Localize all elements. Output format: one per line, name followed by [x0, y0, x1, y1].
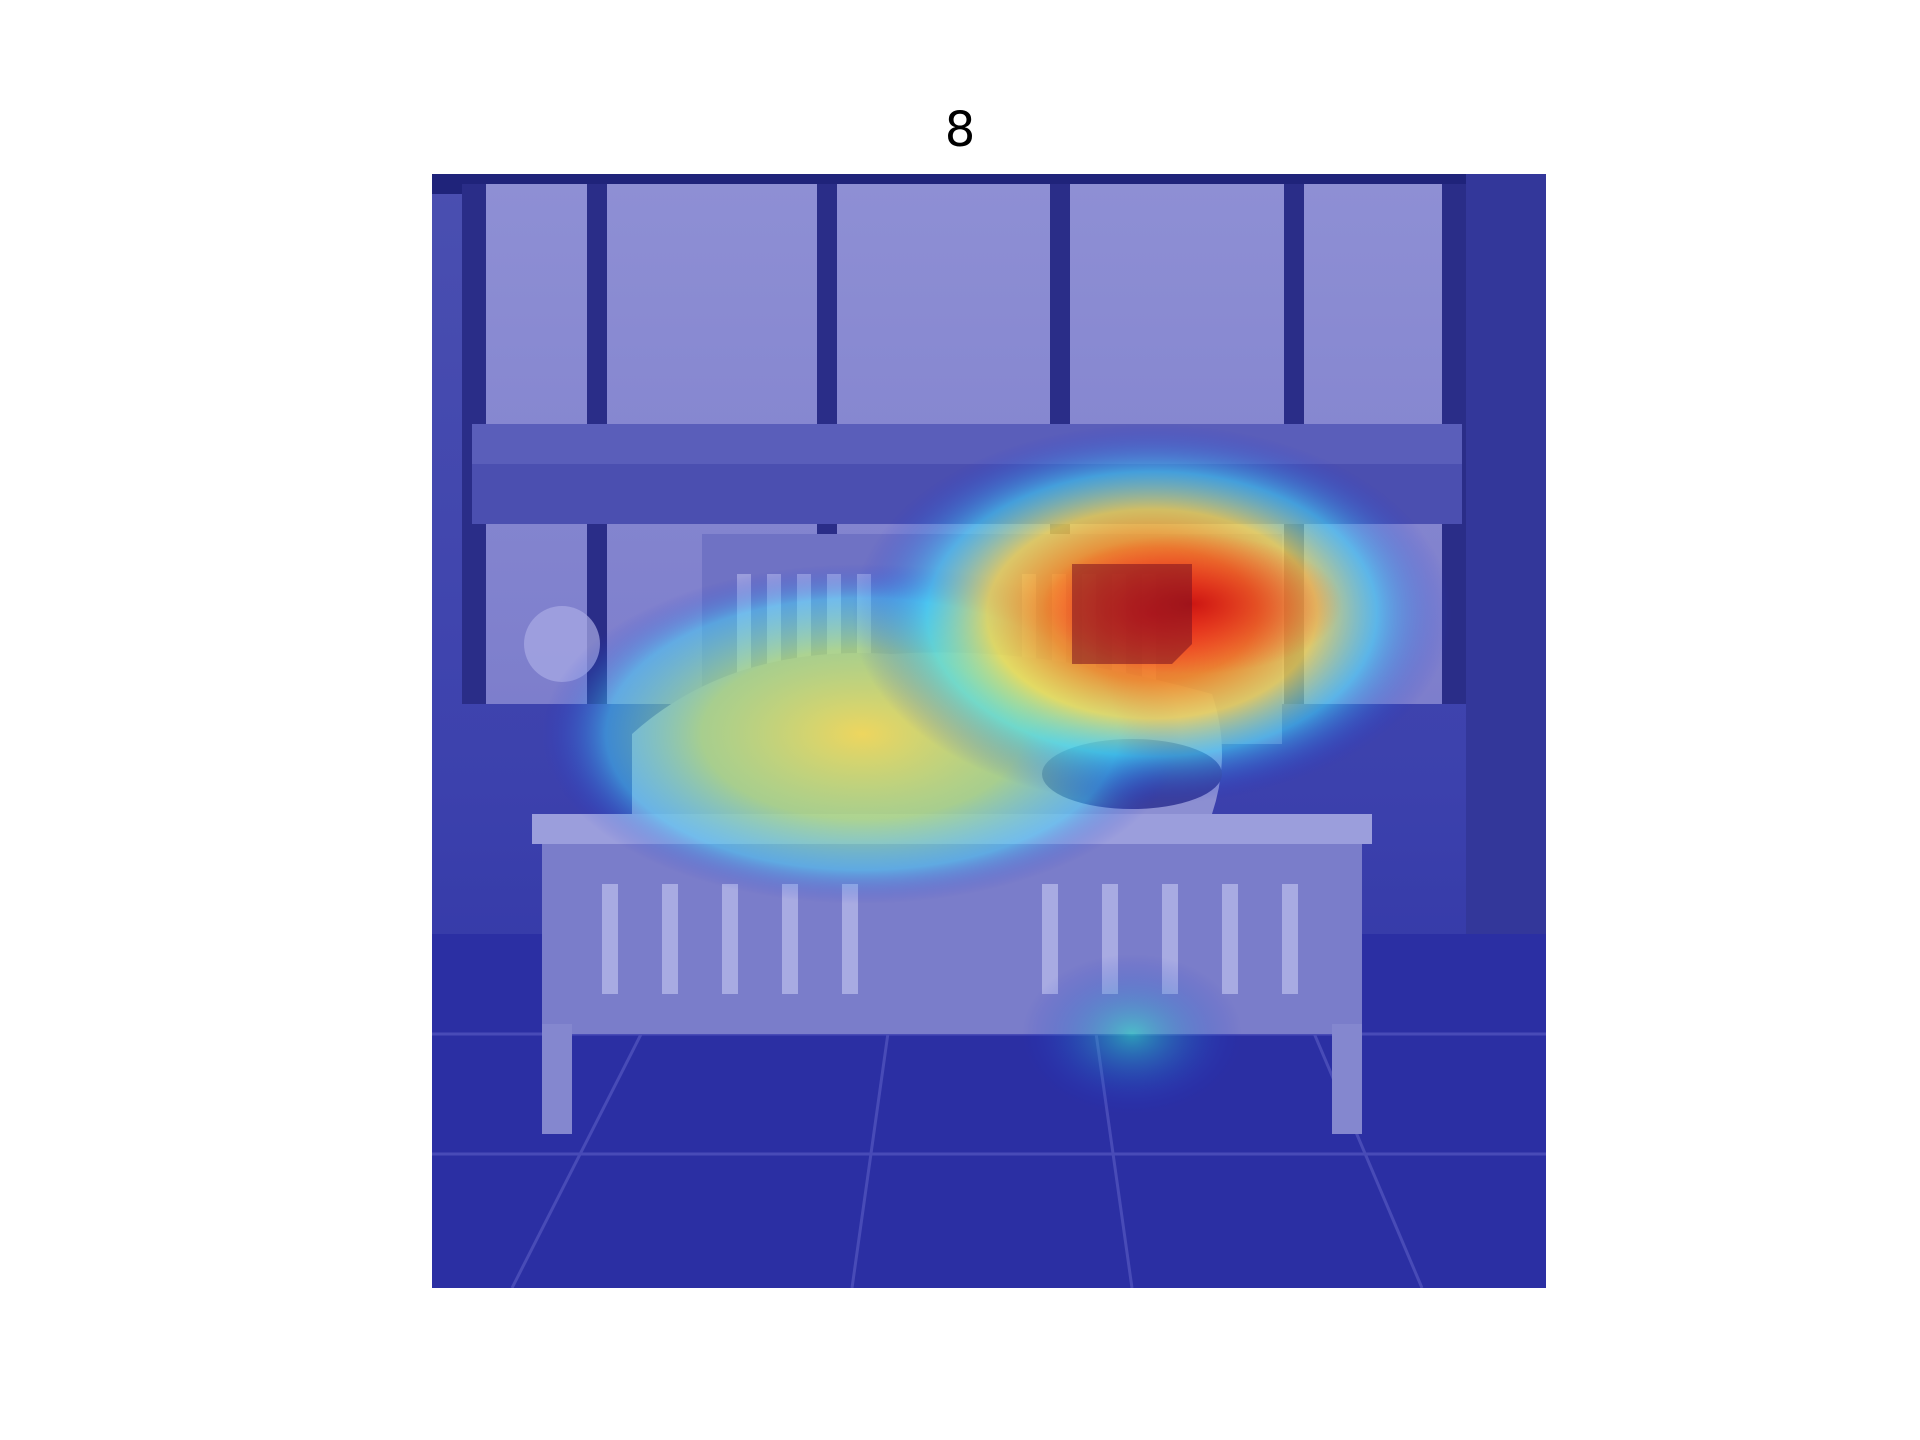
heatmap-overlay-svg: [432, 174, 1546, 1288]
figure-title: 8: [944, 102, 976, 158]
heatmap-overlay-image: [432, 174, 1546, 1288]
